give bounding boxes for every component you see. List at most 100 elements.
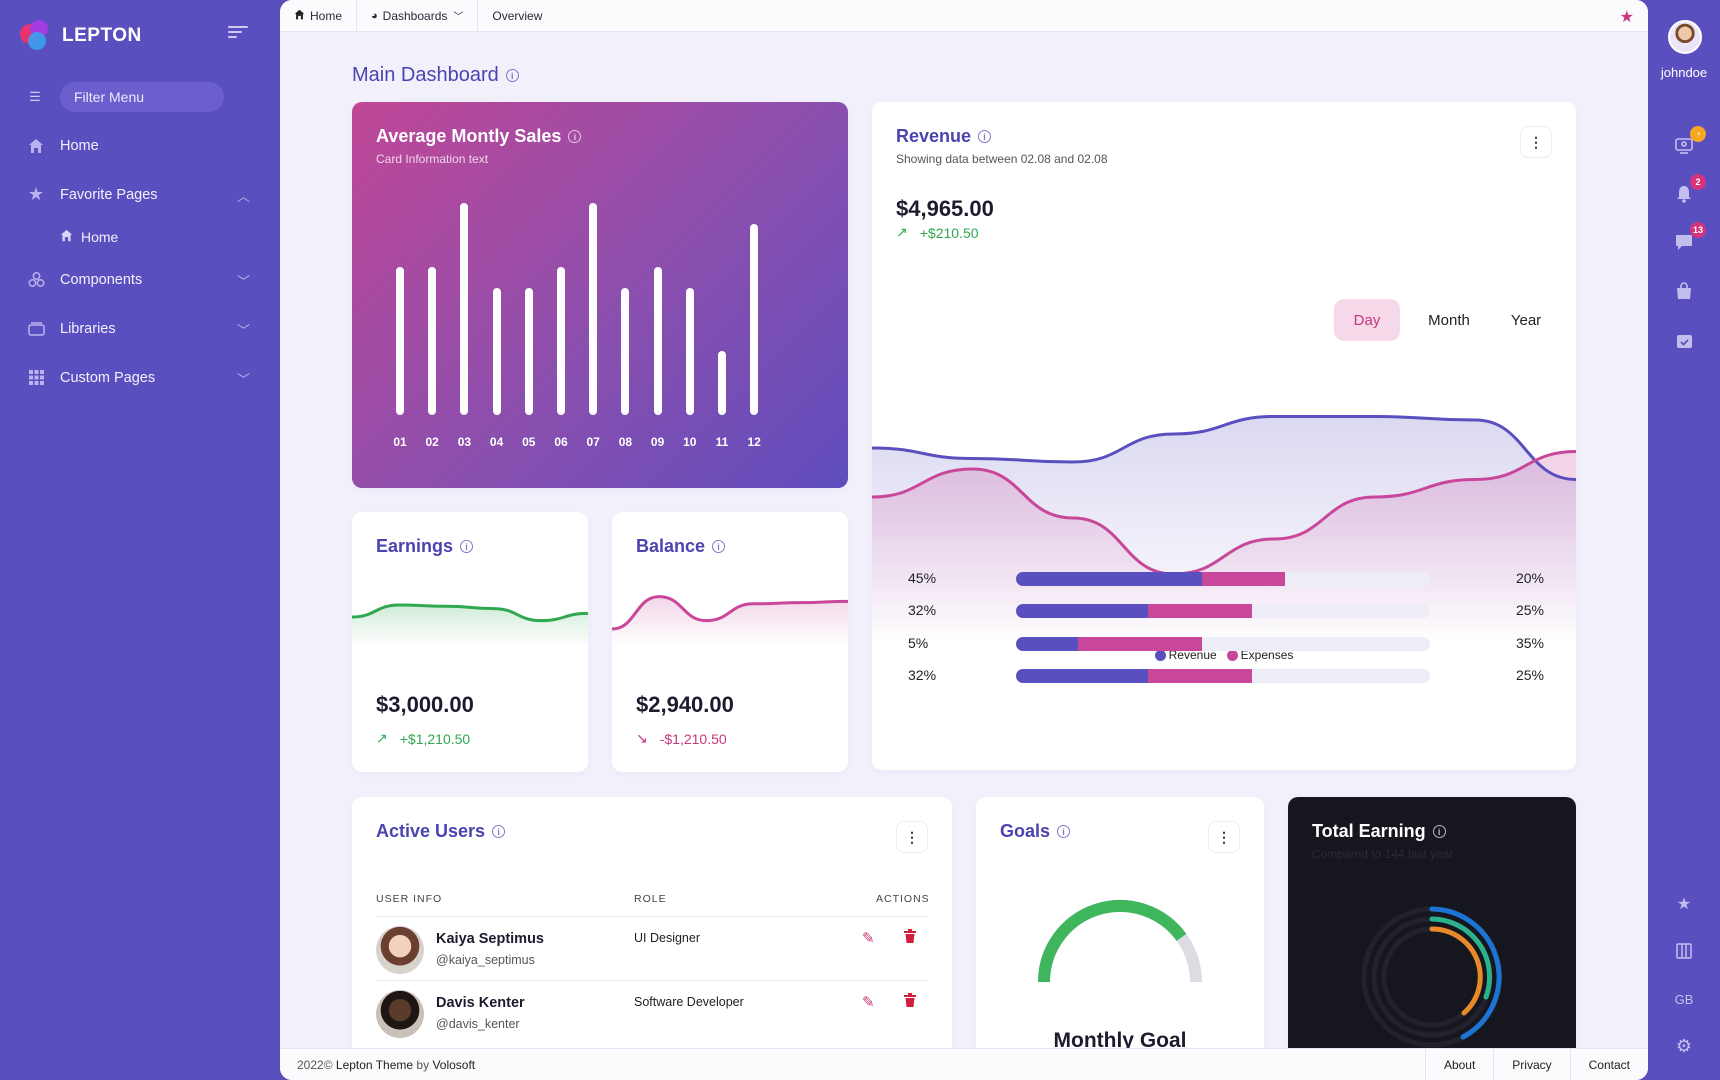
sales-bar[interactable] [460,203,469,415]
earnings-amount: $3,000.00 [376,692,474,717]
card-title: Revenue i [896,126,992,147]
chevron-up-icon: ︿ [236,189,250,204]
footer-link-privacy[interactable]: Privacy [1493,1049,1569,1080]
earnings-card: Earnings i $3,000.00 ↗ +$1,210.50 [352,512,588,772]
footer-company[interactable]: Volosoft [432,1057,476,1072]
filter-menu-input[interactable] [60,82,224,112]
table-row[interactable]: Kaiya Septimus @kaiya_septimus UI Design… [376,916,928,980]
calendar-check-icon[interactable] [1672,328,1696,352]
brand[interactable]: LEPTON [20,20,142,52]
presentation-icon[interactable]: ◔ [1672,126,1706,158]
total-earning-card: Total Earning i Compared to 144 last yea… [1288,797,1576,1057]
toggle-year[interactable]: Year [1510,311,1542,329]
info-icon[interactable]: i [492,825,506,838]
arrow-up-right-icon: ↗ [896,224,908,240]
crumb-overview[interactable]: Overview [478,0,556,32]
sales-bar[interactable] [718,351,726,415]
info-icon[interactable]: i [505,69,519,82]
column-header-role: ROLE [634,893,667,905]
footer-link-about[interactable]: About [1424,1049,1493,1080]
sales-bar-label: 12 [747,435,761,449]
chart-legend: Revenue Expenses [872,648,1576,662]
trash-icon[interactable] [904,993,916,1011]
info-icon[interactable]: i [460,540,474,553]
info-icon[interactable]: i [712,540,726,553]
sidebar-item-custom-pages[interactable]: Custom Pages ﹀ [0,353,280,402]
sidebar-item-label: Libraries [60,320,116,337]
legend-revenue[interactable]: Revenue [1154,648,1217,662]
sales-bar[interactable] [524,287,533,415]
table-row[interactable]: Davis Kenter @davis_kenter Software Deve… [376,980,928,1044]
chat-badge: 13 [1689,222,1706,238]
sales-bar[interactable] [653,266,662,415]
footer-link-contact[interactable]: Contact [1569,1049,1648,1080]
sidebar-item-libraries[interactable]: Libraries ﹀ [0,304,280,353]
toggle-month[interactable]: Month [1428,311,1470,329]
goals-card: Goals i ⋮ Monthly Goal [976,797,1264,1057]
earnings-line [352,603,588,623]
crumb-home[interactable]: Home [280,0,358,32]
balance-delta-value: -$1,210.50 [659,730,727,747]
sidebar-item-components[interactable]: Components ﹀ [0,255,280,304]
chat-icon[interactable]: 13 [1672,222,1706,254]
chevron-down-icon: ﹀ [453,12,464,23]
sales-bar[interactable] [396,266,404,415]
language-selector[interactable]: GB [1674,991,1694,1007]
info-icon[interactable]: i [1432,825,1446,838]
sales-bar-label: 09 [650,435,665,449]
columns-icon[interactable] [1672,939,1696,963]
card-title: Total Earning i [1312,821,1446,842]
sales-bar[interactable] [621,287,630,415]
sidebar-subitem-home[interactable]: Home [0,219,280,255]
sales-bar-label: 02 [425,435,439,449]
footer-theme[interactable]: Lepton Theme [335,1057,414,1072]
trash-icon[interactable] [904,929,916,947]
brand-name: LEPTON [62,25,142,46]
menu-collapse-icon[interactable] [228,26,248,42]
goal-progress-arc [1038,899,1187,983]
sales-bar[interactable] [589,203,598,415]
card-title: Average Montly Sales i [376,126,582,147]
user-avatar[interactable] [1668,20,1702,54]
info-icon[interactable]: i [978,130,992,143]
bell-icon[interactable]: 2 [1672,174,1706,206]
revenue-amount: $4,965.00 [896,196,994,221]
legend-expenses[interactable]: Expenses [1226,648,1293,662]
card-title: Goals i [1000,821,1071,842]
sidebar-item-favorite-pages[interactable]: ★ Favorite Pages ︿ [0,170,280,219]
progress-left-value: 45% [908,570,937,586]
more-options-button[interactable]: ⋮ [896,821,928,853]
sales-bar[interactable] [750,224,759,415]
card-title: Active Users i [376,821,506,842]
gear-icon[interactable]: ⚙ [1675,1035,1693,1056]
user-role: Software Developer [634,995,744,1009]
sales-title: Average Montly Sales [376,126,562,146]
shopping-bag-icon[interactable] [1672,279,1696,303]
sales-bar[interactable] [492,287,501,415]
activity-badge: ◔ [1690,126,1706,142]
home-icon [60,229,73,245]
sales-bar[interactable] [428,266,437,415]
radial-ring-green [1429,916,1493,1000]
info-icon[interactable]: i [568,130,582,143]
username[interactable]: johndoe [1660,65,1708,80]
favorite-star-icon[interactable]: ★ [1619,9,1634,26]
star-icon[interactable]: ★ [1676,896,1692,913]
card-subtitle: Card Information text [376,152,489,166]
more-options-button[interactable]: ⋮ [1520,126,1552,158]
sales-bar-label: 11 [715,435,729,449]
info-icon[interactable]: i [1057,825,1071,838]
crumb-dashboards[interactable]: ◕ Dashboards ﹀ [357,0,479,32]
sales-bar[interactable] [685,287,694,415]
pencil-icon[interactable]: ✎ [862,930,875,947]
components-icon [26,270,46,290]
progress-segment-expenses [1078,637,1203,651]
user-avatar [376,926,424,974]
sales-bar[interactable] [557,266,565,415]
more-options-button[interactable]: ⋮ [1208,821,1240,853]
lepton-logo-icon [20,20,52,52]
toggle-day[interactable]: Day [1334,299,1400,341]
crumb-label: Home [310,8,343,23]
sidebar-item-home[interactable]: Home [0,121,280,170]
pencil-icon[interactable]: ✎ [862,994,875,1011]
